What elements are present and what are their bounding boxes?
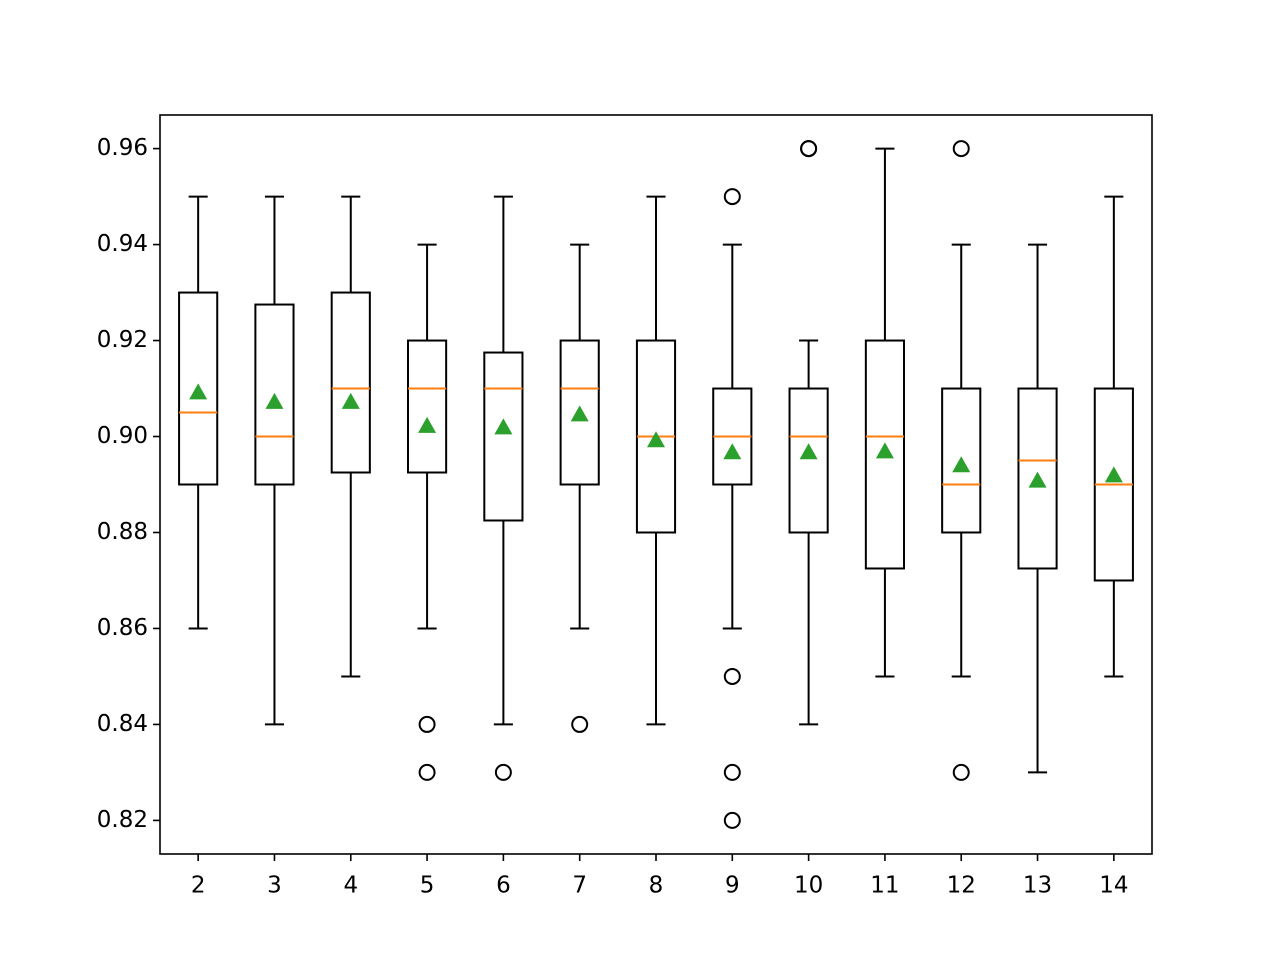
flier: [571, 715, 589, 733]
y-tick-label: 0.96: [97, 135, 148, 161]
y-tick-label: 0.92: [97, 327, 148, 353]
x-tick-label: 7: [572, 873, 587, 899]
y-tick-label: 0.86: [97, 615, 148, 641]
x-tick-label: 3: [267, 873, 282, 899]
x-tick-label: 13: [1023, 873, 1052, 899]
flier: [800, 140, 818, 158]
flier: [418, 763, 436, 781]
mean-marker: [494, 418, 513, 435]
x-tick-label: 10: [794, 873, 823, 899]
flier: [952, 763, 970, 781]
y-tick-label: 0.84: [97, 711, 148, 737]
x-tick-label: 11: [870, 873, 899, 899]
box: [330, 291, 371, 474]
x-tick-label: 14: [1099, 873, 1128, 899]
flier: [723, 811, 741, 829]
box: [483, 351, 524, 522]
x-tick-label: 5: [420, 873, 435, 899]
box: [407, 339, 448, 474]
box: [178, 291, 219, 486]
x-tick-label: 12: [947, 873, 976, 899]
flier: [418, 715, 436, 733]
mean-marker: [1104, 466, 1123, 483]
flier: [723, 763, 741, 781]
x-tick-label: 4: [343, 873, 358, 899]
mean-marker: [647, 431, 665, 448]
y-tick-label: 0.90: [97, 423, 148, 449]
box: [254, 303, 295, 486]
mean-marker: [418, 416, 437, 433]
mean-marker: [189, 383, 208, 400]
mean-marker: [570, 405, 589, 422]
x-tick-label: 8: [649, 873, 664, 899]
box: [864, 339, 905, 570]
x-tick-label: 9: [725, 873, 740, 899]
mean-marker: [265, 392, 284, 409]
mean-marker: [341, 392, 360, 409]
y-tick-label: 0.94: [97, 231, 148, 257]
y-tick-label: 0.82: [97, 807, 148, 833]
mean-marker: [1028, 471, 1047, 488]
mean-marker: [723, 443, 742, 460]
x-tick-label: 2: [191, 873, 206, 899]
x-tick-label: 6: [496, 873, 511, 899]
flier: [723, 188, 741, 206]
mean-marker: [875, 442, 894, 459]
flier: [952, 140, 970, 158]
box: [941, 387, 982, 534]
box: [788, 387, 829, 534]
mean-marker: [952, 456, 971, 473]
box: [559, 339, 600, 486]
y-tick-label: 0.88: [97, 519, 148, 545]
flier: [723, 667, 741, 685]
box: [1017, 387, 1058, 570]
mean-marker: [799, 443, 818, 460]
flier: [494, 763, 512, 781]
